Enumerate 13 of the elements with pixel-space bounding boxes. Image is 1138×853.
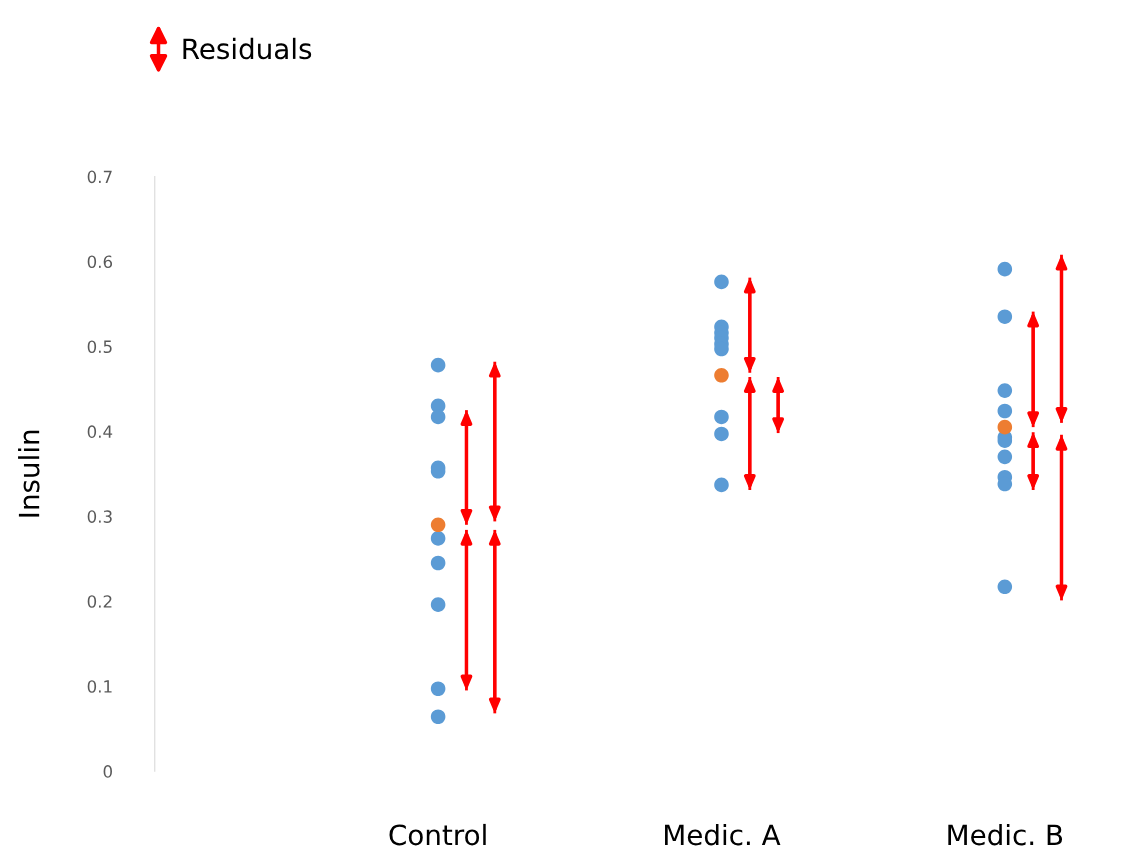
y-tick-label: 0 [103, 765, 112, 778]
y-axis-title: Insulin [18, 430, 40, 517]
y-tick-label: 0.2 [87, 595, 112, 608]
y-tick-label: 0.6 [87, 255, 113, 269]
x-tick-label: Medic. A [665, 823, 781, 846]
y-tick-label: 0.3 [87, 510, 112, 523]
x-tick-label: Medic. B [948, 823, 1063, 846]
y-tick-label: 0.5 [87, 340, 112, 354]
y-tick-label: 0.4 [87, 425, 113, 438]
y-tick-label: 0.1 [87, 680, 112, 693]
legend-label: Residuals [183, 37, 312, 60]
x-tick-label: Control [389, 823, 486, 846]
y-tick-label: 0.7 [87, 170, 112, 184]
